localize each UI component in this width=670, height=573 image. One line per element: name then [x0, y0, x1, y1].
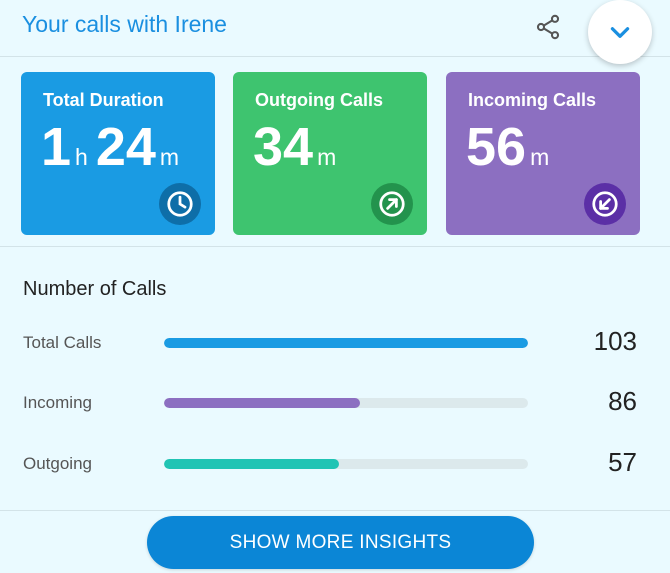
bar-fill-incoming — [164, 398, 360, 408]
row-label-total: Total Calls — [23, 333, 102, 352]
page-title: Your calls with Irene — [22, 11, 227, 37]
card-total-duration[interactable]: Total Duration 1 h 24 m — [21, 72, 215, 235]
card-label: Outgoing Calls — [255, 90, 383, 110]
row-label-outgoing: Outgoing — [23, 454, 92, 473]
header: Your calls with Irene — [0, 0, 670, 64]
row-value-total: 103 — [593, 326, 637, 356]
section-title: Number of Calls — [23, 278, 167, 300]
card-outgoing-calls[interactable]: Outgoing Calls 34 m — [233, 72, 427, 235]
bar-track-incoming — [164, 398, 528, 408]
arrow-up-right-icon — [371, 183, 413, 225]
share-button[interactable] — [530, 10, 566, 44]
share-icon — [536, 14, 560, 40]
card-label: Total Duration — [43, 90, 164, 110]
card-value: 1 h 24 m — [41, 117, 180, 177]
bar-track-outgoing — [164, 459, 528, 469]
arrow-down-left-icon — [584, 183, 626, 225]
card-label: Incoming Calls — [468, 90, 597, 110]
show-more-insights-button[interactable]: SHOW MORE INSIGHTS — [147, 516, 534, 569]
card-incoming-calls[interactable]: Incoming Calls 56 m — [446, 72, 640, 235]
divider — [0, 510, 670, 511]
clock-icon — [159, 183, 201, 225]
card-value: 56 m — [466, 117, 550, 177]
bar-fill-outgoing — [164, 459, 340, 469]
row-value-outgoing: 57 — [608, 447, 637, 477]
row-value-incoming: 86 — [608, 386, 637, 416]
summary-cards: Total Duration 1 h 24 m Outgoing Calls 34 m … — [0, 57, 670, 247]
row-label-incoming: Incoming — [23, 393, 92, 412]
bar-fill-total — [164, 338, 528, 348]
bar-track-total — [164, 338, 528, 348]
chevron-down-icon — [610, 27, 630, 38]
expand-button[interactable] — [588, 0, 652, 64]
card-value: 34 m — [253, 117, 337, 177]
